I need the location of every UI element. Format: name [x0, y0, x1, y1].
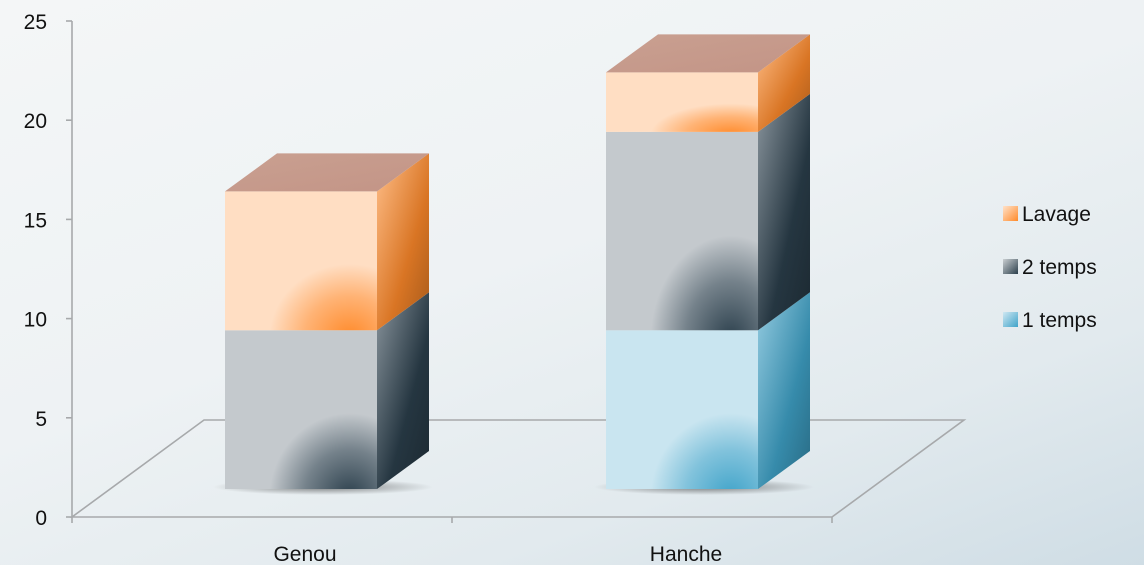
- legend-item-lavage: Lavage: [1003, 203, 1091, 226]
- legend-item-1-temps: 1 temps: [1003, 309, 1097, 332]
- bar-top-face: [225, 153, 429, 192]
- legend-label: 2 temps: [1022, 256, 1097, 279]
- y-tick-label: 0: [35, 507, 47, 530]
- bar-stack-genou: [213, 153, 433, 495]
- bar-segment-hanche-1-temps: [606, 292, 810, 489]
- legend-item-2-temps: 2 temps: [1003, 256, 1097, 279]
- bar-side-face: [377, 153, 429, 331]
- bar-segment-genou-lavage: [225, 153, 429, 331]
- bar-segment-genou-2-temps: [225, 292, 429, 489]
- bar-segment-hanche-2-temps: [606, 93, 810, 331]
- x-category-label-genou: Genou: [273, 543, 336, 565]
- y-tick-label: 5: [35, 408, 47, 431]
- bar-front-face: [606, 330, 758, 489]
- chart-floor: [69, 419, 967, 518]
- y-tick-label: 20: [24, 110, 47, 133]
- x-category-label-hanche: Hanche: [650, 543, 722, 565]
- bar-side-face: [758, 93, 810, 331]
- bar-stack-hanche: [594, 34, 814, 495]
- bar-front-face: [606, 131, 758, 331]
- bar-side-face: [758, 34, 810, 132]
- legend-label: 1 temps: [1022, 309, 1097, 332]
- legend-label: Lavage: [1022, 203, 1091, 226]
- legend-swatch: [1003, 206, 1018, 221]
- bar-side-face: [377, 292, 429, 489]
- legend-swatch: [1003, 312, 1018, 327]
- floor-plane: [69, 419, 967, 518]
- bar-side-face: [758, 292, 810, 489]
- y-tick-label: 15: [24, 209, 47, 232]
- bar-top-face: [606, 34, 810, 73]
- y-tick-label: 25: [24, 11, 47, 34]
- bar-segment-hanche-lavage: [606, 34, 810, 132]
- bar-front-face: [606, 72, 758, 132]
- bars: [213, 34, 814, 495]
- legend: Lavage 2 temps 1 temps: [1003, 203, 1097, 332]
- axes: 0 5 10 15 20 25 Genou Hanche: [24, 11, 833, 565]
- y-tick-label: 10: [24, 309, 47, 332]
- bar-front-face: [225, 330, 377, 489]
- legend-swatch: [1003, 259, 1018, 274]
- bar-front-face: [225, 191, 377, 331]
